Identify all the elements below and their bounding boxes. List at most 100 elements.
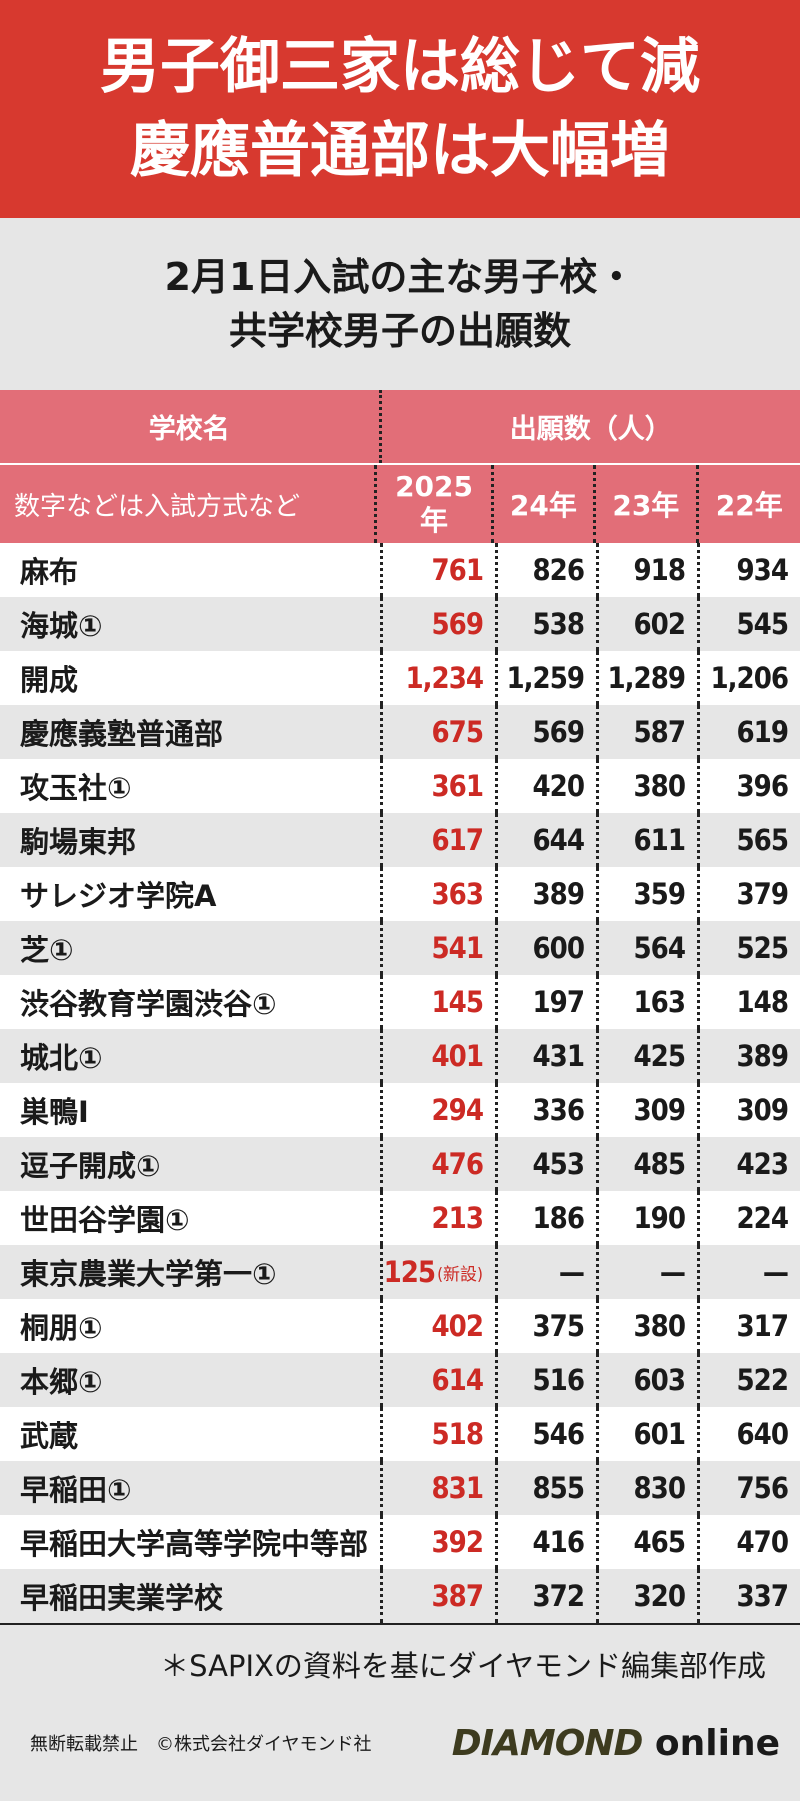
school-name: 城北① [20, 1041, 103, 1075]
value-24: 372 [495, 1569, 596, 1623]
value-24: 600 [495, 921, 596, 975]
school-name: 東京農業大学第一① [20, 1257, 277, 1291]
value-22: 522 [697, 1353, 800, 1407]
value-2025-number: 401 [431, 1039, 484, 1073]
value-2025-number: 476 [431, 1147, 484, 1181]
value-2025: 614 [380, 1353, 495, 1407]
value-2025-number: 145 [431, 985, 484, 1019]
value-22: — [697, 1245, 800, 1299]
table-row: 早稲田① 831 855 830 756 [0, 1461, 800, 1515]
school-name: 海城① [20, 609, 103, 643]
table-row: 攻玉社① 361 420 380 396 [0, 759, 800, 813]
footer: 無断転載禁止 ©株式会社ダイヤモンド社 DIAMOND online [0, 1703, 800, 1783]
value-24: 186 [495, 1191, 596, 1245]
chart-subtitle: 2月1日入試の主な男子校・ 共学校男子の出願数 [0, 218, 800, 390]
school-name: 巣鴨I [20, 1095, 89, 1129]
value-2025: 402 [380, 1299, 495, 1353]
value-2025-number: 361 [431, 769, 484, 803]
table-row: 巣鴨I 294 336 309 309 [0, 1083, 800, 1137]
header-year-23: 23年 [593, 465, 695, 543]
value-24: 538 [495, 597, 596, 651]
value-2025: 541 [380, 921, 495, 975]
value-22: 396 [697, 759, 800, 813]
value-23: 425 [596, 1029, 697, 1083]
header-year-2025-number: 2025 [395, 470, 473, 503]
table-row: 渋谷教育学園渋谷① 145 197 163 148 [0, 975, 800, 1029]
value-22: 379 [697, 867, 800, 921]
header-year-2025-suffix: 年 [420, 504, 449, 537]
value-2025-number: 213 [431, 1201, 484, 1235]
value-22: 423 [697, 1137, 800, 1191]
value-23: 309 [596, 1083, 697, 1137]
value-24: 826 [495, 543, 596, 597]
school-name: 武蔵 [20, 1419, 79, 1453]
value-2025-number: 614 [431, 1363, 484, 1397]
source-note: ＊SAPIXの資料を基にダイヤモンド編集部作成 [160, 1649, 766, 1683]
value-24: 1,259 [495, 651, 596, 705]
value-2025-number: 294 [431, 1093, 484, 1127]
subtitle-line-1: 2月1日入試の主な男子校・ [164, 255, 636, 299]
table-row: 慶應義塾普通部 675 569 587 619 [0, 705, 800, 759]
school-name: 早稲田実業学校 [20, 1581, 224, 1615]
value-24: 569 [495, 705, 596, 759]
count-column-header: 出願数（人） [378, 390, 800, 463]
header-note: 数字などは入試方式など [14, 491, 301, 522]
value-2025: 363 [380, 867, 495, 921]
value-2025: 392 [380, 1515, 495, 1569]
value-24: — [495, 1245, 596, 1299]
value-2025: 476 [380, 1137, 495, 1191]
table-row: 東京農業大学第一① 125 (新設) — — — [0, 1245, 800, 1299]
school-name: 早稲田① [20, 1473, 132, 1507]
value-23: 601 [596, 1407, 697, 1461]
value-23: 603 [596, 1353, 697, 1407]
value-2025-number: 675 [431, 715, 484, 749]
value-2025-number: 125 [383, 1255, 436, 1289]
value-24: 416 [495, 1515, 596, 1569]
school-column-header: 学校名 [148, 414, 230, 445]
school-name: 逗子開成① [20, 1149, 161, 1183]
value-22: 224 [697, 1191, 800, 1245]
value-2025: 1,234 [380, 651, 495, 705]
brand-logo: DIAMOND online [452, 1723, 780, 1764]
table-row: 城北① 401 431 425 389 [0, 1029, 800, 1083]
value-2025-number: 363 [431, 877, 484, 911]
value-2025: 518 [380, 1407, 495, 1461]
value-24: 375 [495, 1299, 596, 1353]
value-23: 611 [596, 813, 697, 867]
value-2025-number: 518 [431, 1417, 484, 1451]
value-22: 317 [697, 1299, 800, 1353]
value-22: 640 [697, 1407, 800, 1461]
school-name: 開成 [20, 663, 79, 697]
value-22: 565 [697, 813, 800, 867]
school-name: 攻玉社① [20, 771, 132, 805]
headline-line-1: 男子御三家は総じて減 [100, 32, 700, 102]
table-row: 芝① 541 600 564 525 [0, 921, 800, 975]
value-24: 855 [495, 1461, 596, 1515]
value-22: 619 [697, 705, 800, 759]
school-name: サレジオ学院A [20, 879, 217, 913]
table-row: サレジオ学院A 363 389 359 379 [0, 867, 800, 921]
school-name: 早稲田大学高等学院中等部 [20, 1527, 369, 1561]
headline-line-2: 慶應普通部は大幅増 [130, 116, 670, 186]
value-23: 190 [596, 1191, 697, 1245]
value-23: 602 [596, 597, 697, 651]
value-23: 380 [596, 759, 697, 813]
table-header-years: 数字などは入試方式など 2025 年 24年 23年 22年 [0, 465, 800, 543]
value-2025: 294 [380, 1083, 495, 1137]
value-2025-number: 761 [431, 553, 484, 587]
value-23: 465 [596, 1515, 697, 1569]
value-2025: 361 [380, 759, 495, 813]
table-row: 海城① 569 538 602 545 [0, 597, 800, 651]
value-22: 470 [697, 1515, 800, 1569]
value-24: 336 [495, 1083, 596, 1137]
value-2025-number: 831 [431, 1471, 484, 1505]
value-23: 485 [596, 1137, 697, 1191]
value-2025-number: 387 [431, 1579, 484, 1613]
brand-logo-part-1: DIAMOND [451, 1722, 644, 1764]
school-name: 駒場東邦 [20, 825, 137, 859]
value-22: 148 [697, 975, 800, 1029]
value-23: 918 [596, 543, 697, 597]
school-name: 桐朋① [20, 1311, 103, 1345]
school-name: 本郷① [20, 1365, 103, 1399]
table-row: 逗子開成① 476 453 485 423 [0, 1137, 800, 1191]
